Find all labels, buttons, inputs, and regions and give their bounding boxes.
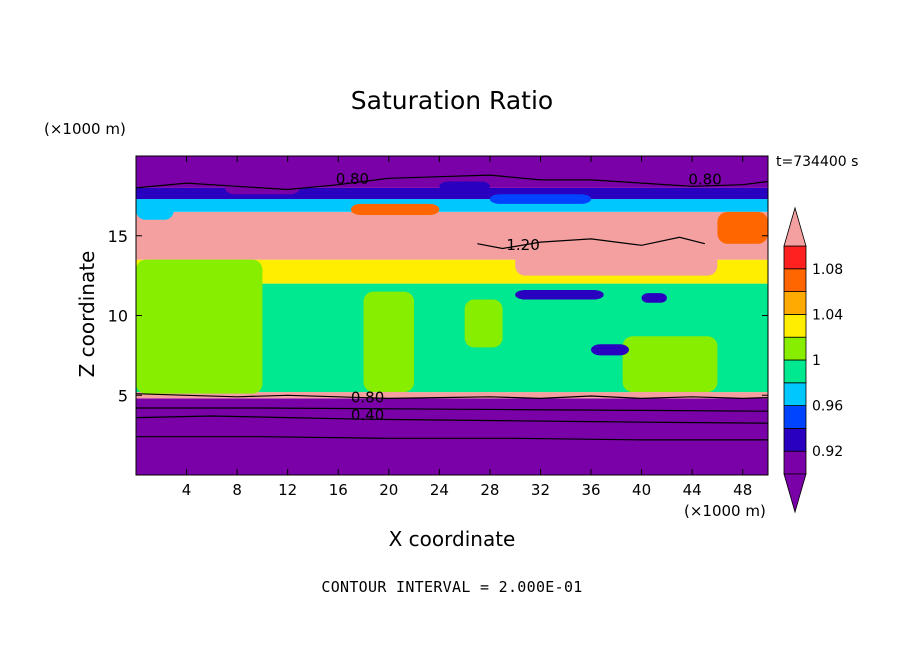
field-band bbox=[136, 187, 768, 200]
colorbar-segment bbox=[783, 427, 807, 452]
x-tick-label: 40 bbox=[632, 481, 651, 499]
field-region bbox=[224, 178, 301, 195]
colorbar-segment bbox=[783, 359, 807, 384]
x-tick-label: 8 bbox=[232, 481, 242, 499]
contour-interval-note: CONTOUR INTERVAL = 2.000E-01 bbox=[321, 578, 583, 596]
contour-label: 0.80 bbox=[351, 388, 384, 406]
x-axis: 4 8 12 16 20 24 28 32 36 40 44 48 bbox=[182, 156, 752, 499]
x-axis-unit: (×1000 m) bbox=[684, 502, 766, 520]
x-tick-label: 12 bbox=[278, 481, 297, 499]
colorbar-segment bbox=[783, 313, 807, 338]
field-region bbox=[376, 392, 415, 396]
field-region bbox=[515, 289, 604, 300]
colorbar-tick-label: 1 bbox=[812, 353, 821, 369]
contour-line bbox=[136, 393, 768, 400]
y-axis-label: Z coordinate bbox=[75, 250, 99, 378]
x-tick-label: 44 bbox=[683, 481, 702, 499]
x-tick-label: 48 bbox=[733, 481, 752, 499]
y-tick-label: 15 bbox=[108, 227, 128, 246]
time-label: t=734400 s bbox=[776, 154, 859, 170]
field-region bbox=[136, 259, 263, 394]
x-tick-label: 20 bbox=[379, 481, 398, 499]
field-region bbox=[717, 211, 768, 244]
colorbar-segment bbox=[783, 268, 807, 292]
x-tick-label: 28 bbox=[480, 481, 499, 499]
colorbar-tick-label: 0.92 bbox=[812, 444, 843, 460]
colorbar-segment bbox=[783, 336, 807, 361]
y-tick-label: 10 bbox=[108, 307, 128, 326]
contour-label: 1.20 bbox=[506, 236, 539, 254]
colorbar-tick-label: 0.96 bbox=[812, 399, 843, 415]
field-region bbox=[515, 248, 718, 276]
colorbar-tick-label: 1.04 bbox=[812, 307, 843, 323]
field-region bbox=[622, 336, 718, 393]
contour-label: 0.80 bbox=[688, 171, 721, 189]
field-region bbox=[136, 200, 174, 220]
field-region bbox=[275, 392, 326, 396]
colorbar-tick-label: 1.08 bbox=[812, 262, 843, 278]
contour-line bbox=[136, 407, 768, 412]
field-region bbox=[489, 194, 592, 204]
x-tick-label: 4 bbox=[182, 481, 192, 499]
field-region bbox=[199, 222, 250, 244]
colorbar-segment bbox=[783, 291, 807, 315]
field-region bbox=[439, 181, 490, 192]
field-region bbox=[591, 344, 629, 356]
x-axis-label: X coordinate bbox=[388, 527, 516, 551]
contour-lines: 0.801.200.800.400.80 bbox=[136, 170, 768, 441]
contour-line bbox=[477, 236, 705, 250]
x-tick-label: 36 bbox=[581, 481, 600, 499]
field-band bbox=[136, 392, 768, 399]
field-region bbox=[464, 299, 503, 348]
y-axis: 5 10 15 bbox=[108, 227, 768, 405]
chart-title: Saturation Ratio bbox=[350, 86, 554, 115]
field-region bbox=[628, 392, 718, 396]
x-tick-label: 24 bbox=[430, 481, 449, 499]
field-band bbox=[136, 199, 768, 212]
field-shading bbox=[136, 156, 768, 475]
colorbar-segment bbox=[783, 382, 807, 406]
colorbar-segment bbox=[783, 405, 807, 429]
contour-label: 0.40 bbox=[351, 406, 384, 424]
colorbar-over-arrow bbox=[783, 206, 807, 247]
x-tick-label: 16 bbox=[329, 481, 348, 499]
field-region bbox=[363, 291, 415, 393]
y-axis-unit: (×1000 m) bbox=[44, 120, 126, 138]
colorbar-segment bbox=[783, 245, 807, 270]
contour-line bbox=[136, 174, 768, 191]
x-tick-label: 32 bbox=[531, 481, 550, 499]
field-region bbox=[350, 203, 440, 216]
y-tick-label: 5 bbox=[118, 386, 128, 405]
contour-line bbox=[136, 415, 768, 424]
colorbar-segment bbox=[783, 450, 807, 475]
contour-line bbox=[136, 436, 768, 441]
contour-label: 0.80 bbox=[336, 170, 369, 188]
field-region bbox=[641, 293, 667, 303]
colorbar-under-arrow bbox=[783, 473, 807, 514]
colorbar: 0.92 0.96 1 1.04 1.08 bbox=[783, 206, 843, 514]
